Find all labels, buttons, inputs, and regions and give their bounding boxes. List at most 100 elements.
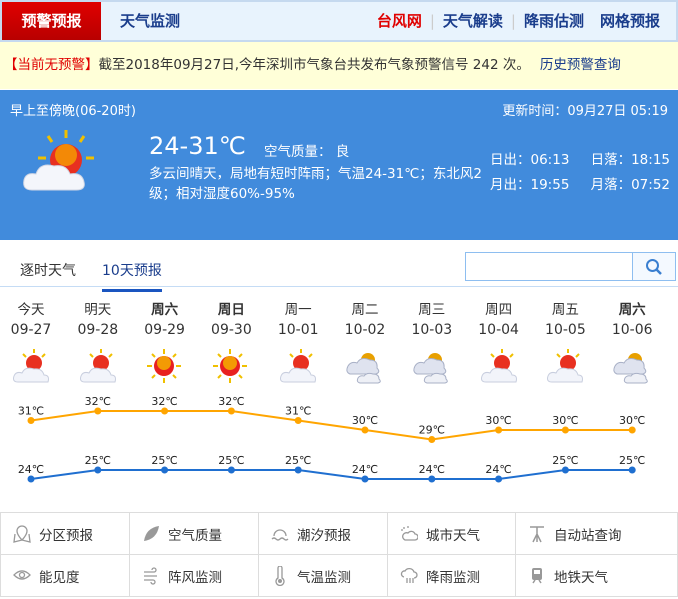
service-wind[interactable]: 阵风监测 [130,555,259,597]
partly-cloudy-icon [79,349,116,383]
service-label: 空气质量 [168,527,222,544]
search-input[interactable] [466,253,632,280]
day-name: 周三 [418,302,446,318]
sunny-icon [213,349,248,383]
low-temp-point [561,466,569,474]
low-temp-point [161,466,169,474]
day-date: 10-01 [277,322,319,338]
history-alert-link[interactable]: 历史预警查询 [539,57,621,73]
high-temp-point [227,407,235,415]
high-temp-label: 32℃ [85,395,111,408]
service-label: 阵风监测 [168,569,222,586]
city-weather-icon [401,525,418,541]
high-temp-point [294,417,302,424]
map-pin-icon [13,524,31,543]
today-temperature: 24-31℃ [149,132,246,160]
search-box [465,252,676,281]
tab-10day[interactable]: 10天预报 [102,260,162,292]
low-temp-label: 25℃ [619,454,645,467]
wind-icon [144,566,157,585]
forecast-day: 周三 10-03 [399,298,465,388]
low-temp-label: 25℃ [285,454,311,467]
link-typhoon[interactable]: 台风网 [376,12,422,30]
link-weather-interpret[interactable]: 天气解读 [442,12,503,30]
low-temp-point [495,475,503,483]
sunset: 日落：18:15 [590,152,670,168]
service-tide[interactable]: 潮汐预报 [259,513,388,555]
forecast-day: 明天 09-28 [65,298,131,388]
moonrise: 月出：19:55 [490,177,570,193]
day-name: 周二 [351,302,379,318]
forecast-day: 今天 09-27 [0,298,64,388]
today-panel: 早上至傍晚(06-20时) 更新时间：09月27日 05:19 24-31℃ 空… [0,90,678,240]
tab-hourly[interactable]: 逐时天气 [20,263,76,279]
day-name: 周四 [485,302,513,318]
day-name: 周六 [151,302,179,318]
service-thermometer[interactable]: 气温监测 [259,555,388,597]
cloudy-icon [346,353,381,384]
partly-cloudy-icon [547,349,584,383]
low-temp-label: 25℃ [552,454,578,467]
low-temp-point [227,466,235,474]
day-date: 10-04 [478,322,519,338]
link-grid-forecast[interactable]: 网格预报 [599,12,660,30]
high-temp-point [161,407,169,415]
service-eye[interactable]: 能见度 [0,555,130,597]
low-temp-point [428,475,436,483]
day-date: 10-02 [344,322,386,338]
day-date: 09-27 [10,322,52,338]
service-label: 分区预报 [39,527,93,544]
tab-warning-forecast[interactable]: 预警预报 [2,2,101,40]
partly-cloudy-icon [480,349,517,383]
service-metro[interactable]: 地铁天气 [516,555,678,597]
service-city-weather[interactable]: 城市天气 [388,513,516,555]
forecast-day: 周六 10-06 [599,298,665,388]
high-temp-label: 29℃ [419,424,445,437]
link-rain-estimate[interactable]: 降雨估测 [523,12,584,30]
service-weather-station[interactable]: 自动站查询 [516,513,678,555]
high-temp-point [628,426,636,434]
eye-icon [13,569,31,580]
high-temp-point [561,426,569,434]
high-temp-point [495,426,503,434]
low-temp-label: 25℃ [218,454,244,467]
day-date: 10-06 [611,322,653,338]
forecast-day: 周一 10-01 [265,298,331,388]
low-temp-point [294,466,302,474]
cloudy-icon [613,353,648,384]
air-quality: 空气质量： 良 [264,144,350,160]
forecast-day: 周五 10-05 [532,298,598,388]
today-description: 多云间晴天，局地有短时阵雨；气温24-31℃；东北风2级；相对湿度60%-95% [149,166,482,202]
partly-cloudy-icon [13,349,49,383]
high-temp-line [30,410,633,441]
day-date: 10-05 [545,322,586,338]
high-temp-label: 30℃ [352,414,378,427]
divider: | [429,12,435,30]
service-label: 降雨监测 [426,569,480,586]
high-temp-label: 30℃ [619,414,645,427]
day-name: 周六 [618,302,646,318]
top-nav: 预警预报 天气监测 台风网 | 天气解读 | 降雨估测 网格预报 [0,0,678,42]
low-temp-label: 25℃ [151,454,177,467]
low-temp-line [30,469,633,480]
forecast-day: 周六 09-29 [132,298,198,388]
weather-station-icon [530,525,544,542]
service-grid: 分区预报 空气质量 潮汐预报 城市天气 自动站查询能见度 阵风监测 气温监测 降雨监测 地铁天气 [0,512,678,598]
service-leaf[interactable]: 空气质量 [130,513,259,555]
divider: | [510,12,516,30]
low-temp-label: 24℃ [352,463,378,476]
forecast-tabs: 逐时天气 10天预报 [0,240,678,292]
tab-weather-monitor[interactable]: 天气监测 [120,12,181,30]
service-rain-cloud[interactable]: 降雨监测 [388,555,516,597]
leaf-icon [144,525,159,541]
day-name: 今天 [17,302,45,318]
search-button[interactable] [632,253,675,280]
high-temp-label: 30℃ [485,414,511,427]
cloudy-icon [413,353,448,384]
high-temp-point [361,426,369,434]
service-map-pin[interactable]: 分区预报 [0,513,130,555]
update-time: 更新时间：09月27日 05:19 [502,104,668,119]
service-label: 自动站查询 [554,527,622,544]
service-label: 城市天气 [426,527,480,544]
thermometer-icon [275,565,285,586]
